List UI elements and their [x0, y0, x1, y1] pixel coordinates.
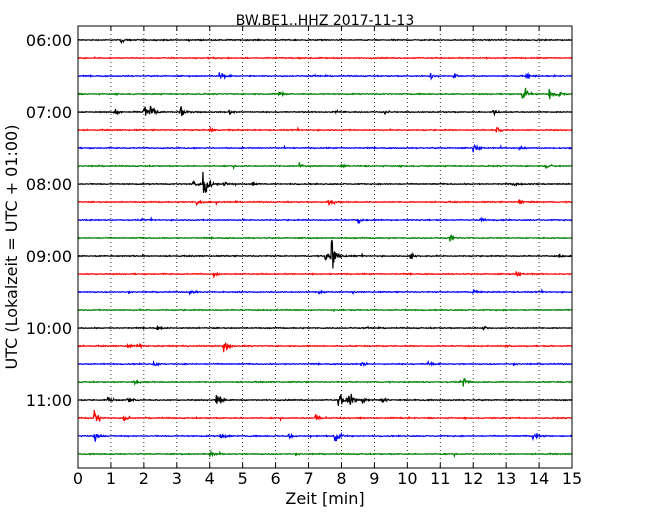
trace: [77, 233, 573, 242]
x-axis-label: Zeit [min]: [285, 489, 364, 508]
trace: [77, 410, 573, 423]
chart-title: BW.BE1..HHZ 2017-11-13: [236, 13, 415, 29]
y-tick-label: 09:00: [26, 247, 72, 266]
trace: [77, 55, 573, 60]
trace: [77, 199, 573, 207]
x-tick-label: 13: [496, 469, 516, 488]
trace: [77, 288, 573, 296]
trace: [77, 308, 573, 313]
trace-line: [77, 87, 573, 100]
trace: [77, 126, 573, 133]
trace-line: [77, 271, 573, 279]
trace-line: [77, 143, 573, 153]
trace-line: [77, 239, 573, 269]
x-tick-label: 7: [303, 469, 313, 488]
trace-line: [77, 71, 573, 81]
trace-line: [77, 171, 573, 193]
trace-line: [77, 449, 573, 459]
trace-line: [77, 431, 573, 442]
trace: [77, 359, 573, 368]
trace: [77, 271, 573, 279]
trace-line: [77, 216, 573, 225]
x-tick-label: 0: [73, 469, 83, 488]
y-tick-label: 08:00: [26, 175, 72, 194]
trace: [77, 431, 573, 442]
trace-line: [77, 288, 573, 296]
trace: [77, 449, 573, 459]
trace-line: [77, 126, 573, 133]
y-axis-label: UTC (Lokalzeit = UTC + 01:00): [2, 125, 21, 370]
y-tick-label: 06:00: [26, 31, 72, 50]
plot-frame: [77, 25, 573, 469]
x-tick-label: 4: [205, 469, 215, 488]
x-tick-label: 10: [397, 469, 417, 488]
trace: [77, 171, 573, 193]
trace: [77, 239, 573, 269]
trace-line: [77, 359, 573, 368]
trace-line: [77, 378, 573, 387]
x-tick-label: 3: [172, 469, 182, 488]
trace-line: [77, 38, 573, 45]
trace: [77, 71, 573, 81]
x-tick-label: 14: [529, 469, 549, 488]
y-axis-ticks: 06:00 07:00 08:00 09:00 10:00 11:00: [26, 31, 572, 410]
x-tick-label: 5: [238, 469, 248, 488]
trace: [77, 38, 573, 45]
y-tick-label: 10:00: [26, 319, 72, 338]
trace-line: [77, 55, 573, 60]
trace: [77, 341, 573, 353]
x-tick-label: 11: [430, 469, 450, 488]
x-tick-label: 9: [369, 469, 379, 488]
trace: [77, 393, 573, 406]
trace: [77, 378, 573, 387]
x-tick-label: 8: [336, 469, 346, 488]
trace-line: [77, 341, 573, 353]
x-tick-label: 15: [562, 469, 582, 488]
trace: [77, 105, 573, 117]
y-tick-label: 07:00: [26, 103, 72, 122]
trace-line: [77, 410, 573, 423]
trace-line: [77, 393, 573, 406]
trace: [77, 325, 573, 331]
trace-line: [77, 233, 573, 242]
trace-line: [77, 325, 573, 331]
trace: [77, 143, 573, 153]
trace-line: [77, 162, 573, 171]
trace-line: [77, 199, 573, 207]
trace: [77, 87, 573, 100]
trace: [77, 162, 573, 171]
x-tick-label: 6: [271, 469, 281, 488]
trace-line: [77, 105, 573, 117]
trace: [77, 216, 573, 225]
x-tick-label: 1: [106, 469, 116, 488]
vertical-grid: [110, 26, 540, 468]
trace-line: [77, 308, 573, 313]
y-tick-label: 11:00: [26, 391, 72, 410]
x-tick-label: 2: [139, 469, 149, 488]
seismic-traces: [77, 38, 573, 459]
x-tick-label: 12: [463, 469, 483, 488]
x-axis-ticks: 0 1 2 3 4 5 6 7 8 9 10 11 12 13 14 15: [73, 26, 582, 488]
